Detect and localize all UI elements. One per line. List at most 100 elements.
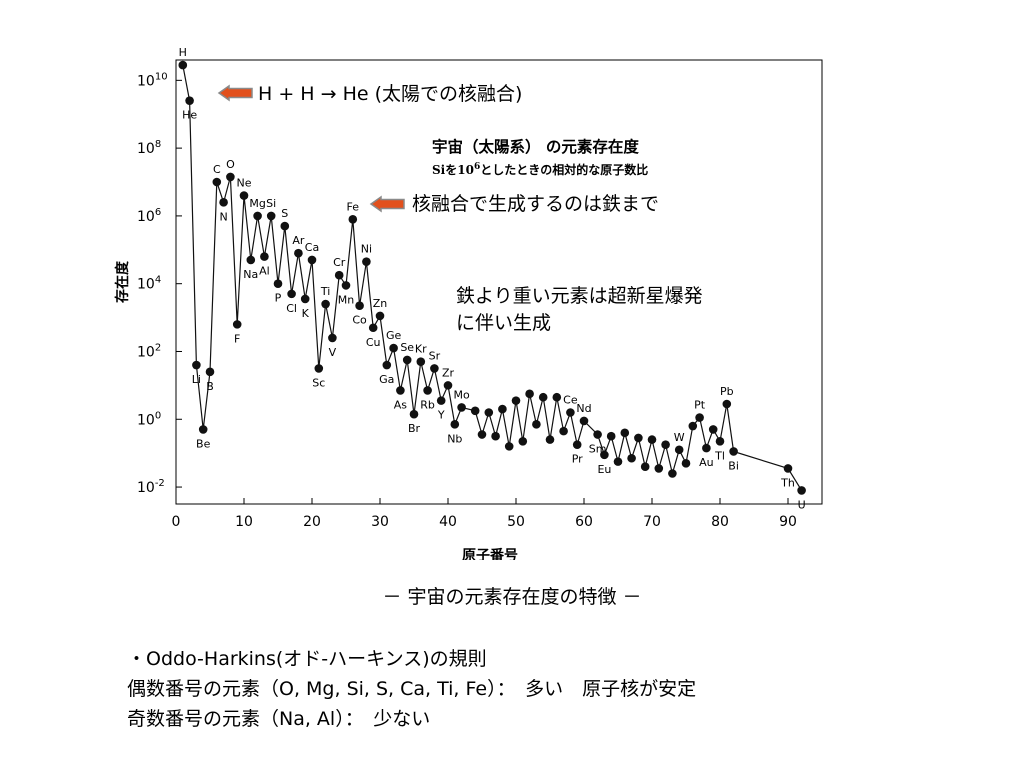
element-point bbox=[688, 421, 698, 431]
element-label: Ge bbox=[386, 329, 402, 342]
element-label: H bbox=[179, 46, 187, 59]
element-label: Mo bbox=[453, 388, 469, 401]
rule-even-elements: 偶数番号の元素（O, Mg, Si, S, Ca, Ti, Fe）： 多い 原子… bbox=[127, 678, 697, 700]
element-point bbox=[532, 420, 541, 429]
element-label: Mg bbox=[249, 197, 265, 210]
element-label: Kr bbox=[415, 343, 427, 356]
element-point bbox=[661, 440, 670, 449]
element-point bbox=[273, 279, 283, 288]
element-point bbox=[538, 392, 548, 402]
element-label: V bbox=[329, 346, 337, 359]
x-tick-label: 0 bbox=[172, 514, 181, 530]
element-label: Na bbox=[243, 268, 258, 281]
element-point bbox=[436, 396, 446, 405]
element-point bbox=[416, 357, 426, 366]
element-label: Mn bbox=[338, 293, 354, 306]
element-label: Sc bbox=[312, 376, 325, 389]
element-label: Ce bbox=[563, 393, 578, 406]
element-point bbox=[260, 252, 269, 261]
y-tick-label: 108 bbox=[137, 139, 161, 157]
x-tick-label: 90 bbox=[779, 514, 797, 530]
element-point bbox=[402, 355, 412, 365]
element-point bbox=[205, 367, 215, 377]
element-label: Pb bbox=[720, 385, 734, 398]
chart-title: 宇宙（太陽系） の元素存在度 bbox=[432, 137, 639, 156]
element-point bbox=[314, 364, 324, 373]
element-point bbox=[681, 459, 691, 468]
element-point bbox=[491, 431, 500, 441]
y-tick-label: 10-2 bbox=[137, 478, 165, 496]
element-label: Pr bbox=[572, 453, 583, 466]
annotation-arrows bbox=[217, 84, 405, 213]
chart-subtitle: Siを106としたときの相対的な原子数比 bbox=[432, 162, 648, 177]
element-label: Li bbox=[192, 373, 201, 386]
x-tick-label: 80 bbox=[711, 514, 729, 530]
element-point bbox=[355, 301, 364, 311]
element-point bbox=[409, 409, 419, 419]
element-point bbox=[443, 381, 453, 390]
figure-caption: － 宇宙の元素存在度の特徴 － bbox=[382, 586, 642, 608]
element-point bbox=[198, 425, 208, 434]
element-point bbox=[627, 453, 636, 463]
x-tick-label: 20 bbox=[303, 514, 321, 530]
element-point bbox=[695, 413, 704, 422]
fusion-note: H + H → He (太陽での核融合) bbox=[258, 83, 523, 105]
element-point bbox=[334, 270, 344, 280]
element-label: Ga bbox=[379, 373, 394, 386]
rule-title: ・Oddo-Harkins(オド-ハーキンス)の規則 bbox=[127, 648, 487, 670]
element-point bbox=[783, 464, 793, 473]
element-label: Fe bbox=[347, 200, 360, 213]
element-label: As bbox=[394, 398, 408, 411]
element-point bbox=[239, 191, 249, 200]
element-point bbox=[498, 404, 507, 414]
element-point bbox=[797, 486, 806, 495]
element-point bbox=[362, 257, 371, 266]
element-label: Nb bbox=[447, 432, 462, 445]
iron-arrow-icon bbox=[369, 195, 405, 213]
element-point bbox=[613, 457, 623, 466]
y-tick-label: 1010 bbox=[137, 71, 168, 89]
element-label: Bi bbox=[728, 459, 739, 472]
element-point bbox=[280, 221, 290, 231]
element-label: C bbox=[213, 163, 221, 176]
element-point bbox=[572, 440, 582, 449]
element-label: Cu bbox=[366, 336, 381, 349]
rule-odd-elements: 奇数番号の元素（Na, Al）： 少ない bbox=[127, 708, 431, 730]
element-label: Al bbox=[259, 265, 270, 278]
element-label: Au bbox=[699, 456, 714, 469]
x-tick-label: 60 bbox=[575, 514, 593, 530]
element-label: Tl bbox=[714, 449, 725, 462]
element-point bbox=[212, 177, 222, 187]
element-point bbox=[294, 248, 303, 258]
y-tick-label: 100 bbox=[137, 410, 161, 428]
element-point bbox=[600, 450, 609, 460]
element-label: Rb bbox=[420, 398, 435, 411]
element-label: Se bbox=[400, 341, 414, 354]
element-point bbox=[253, 211, 262, 221]
element-label: F bbox=[234, 332, 240, 345]
y-axis-label: 存在度 bbox=[114, 260, 131, 303]
element-point bbox=[246, 255, 256, 265]
element-point bbox=[702, 443, 711, 453]
abundance-series: H He Li Be B C N O F Ne Na Mg Al Si P S Cl Ar K Ca Sc Ti V Cr Mn… bbox=[178, 46, 806, 511]
element-label: Zr bbox=[442, 366, 455, 379]
fusion-arrow-icon bbox=[217, 84, 253, 102]
x-tick-label: 70 bbox=[643, 514, 661, 530]
element-point bbox=[593, 430, 602, 439]
element-point bbox=[287, 289, 296, 299]
element-point bbox=[729, 447, 738, 456]
element-point bbox=[321, 299, 330, 309]
abundance-chart: 0 10 20 30 40 50 60 70 80 90 1010 108 106 104 102 100 10… bbox=[114, 46, 823, 560]
element-point bbox=[430, 364, 439, 373]
element-label: N bbox=[219, 210, 227, 223]
element-point bbox=[423, 386, 432, 395]
element-label: Br bbox=[408, 422, 421, 435]
element-point bbox=[715, 436, 725, 446]
element-label: Nd bbox=[576, 402, 591, 415]
element-label: Co bbox=[352, 314, 367, 327]
abundance-line bbox=[182, 64, 803, 491]
element-point bbox=[450, 420, 460, 429]
element-label: Ne bbox=[237, 177, 252, 190]
element-point bbox=[328, 333, 337, 343]
element-point bbox=[511, 396, 521, 405]
